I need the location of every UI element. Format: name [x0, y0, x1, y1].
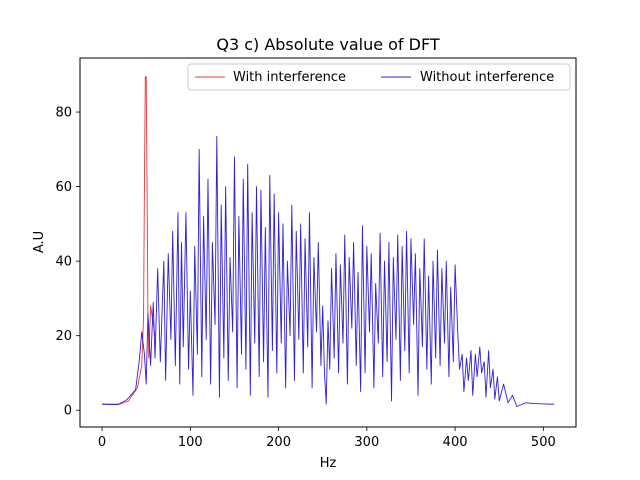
plot-area: 0 100 200 300 400 500 0 20 40 60 80 — [55, 57, 577, 450]
legend-label-with-interference: With interference — [233, 70, 346, 85]
plot-frame — [79, 57, 577, 428]
x-axis-label: Hz — [320, 456, 337, 471]
y-tick-label: 60 — [55, 180, 72, 195]
y-axis-label: A.U — [32, 231, 47, 253]
y-tick-label: 40 — [55, 255, 72, 270]
x-tick-label: 500 — [531, 435, 556, 450]
chart-title: Q3 c) Absolute value of DFT — [216, 35, 440, 54]
y-tick-label: 80 — [55, 106, 72, 121]
y-tick-label: 20 — [55, 329, 72, 344]
legend-box — [187, 63, 571, 91]
series-line-with-interference — [102, 76, 156, 405]
x-tick-label: 100 — [178, 435, 203, 450]
x-tick-label: 400 — [443, 435, 468, 450]
legend-label-without-interference: Without interference — [420, 70, 554, 85]
x-tick-label: 0 — [98, 435, 106, 450]
x-axis-ticks: 0 100 200 300 400 500 — [98, 427, 556, 450]
legend: With interference Without interference — [187, 63, 571, 91]
y-axis-ticks: 0 20 40 60 80 — [55, 106, 80, 419]
x-tick-label: 200 — [266, 435, 291, 450]
y-tick-label: 0 — [64, 404, 72, 419]
series-layer — [102, 76, 554, 407]
x-tick-label: 300 — [354, 435, 379, 450]
series-line-without-interference — [102, 135, 554, 407]
